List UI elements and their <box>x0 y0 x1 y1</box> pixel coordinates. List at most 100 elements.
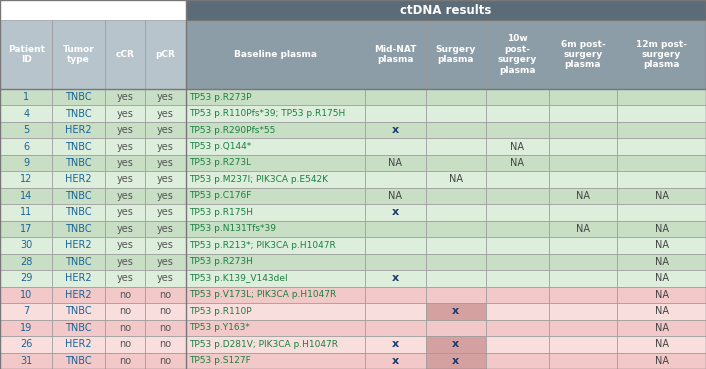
Bar <box>145 105 186 122</box>
Bar <box>0 254 52 270</box>
Text: NA: NA <box>654 191 669 201</box>
Bar <box>145 270 186 287</box>
Bar <box>365 303 426 320</box>
Text: NA: NA <box>654 273 669 283</box>
Bar <box>105 352 145 369</box>
Bar <box>0 188 52 204</box>
Bar <box>52 138 105 155</box>
Text: x: x <box>392 207 399 217</box>
Bar <box>549 105 617 122</box>
Bar <box>52 204 105 221</box>
Text: HER2: HER2 <box>66 125 92 135</box>
Text: TP53 p.R273L: TP53 p.R273L <box>190 158 252 168</box>
Text: 14: 14 <box>20 191 32 201</box>
Text: 4: 4 <box>23 108 29 118</box>
Bar <box>186 188 365 204</box>
Bar <box>145 204 186 221</box>
Text: x: x <box>453 339 460 349</box>
Bar <box>426 303 486 320</box>
Bar <box>365 20 426 89</box>
Text: 10: 10 <box>20 290 32 300</box>
Text: 28: 28 <box>20 257 32 267</box>
Text: TNBC: TNBC <box>66 257 92 267</box>
Text: x: x <box>392 125 399 135</box>
Text: yes: yes <box>116 141 133 152</box>
Bar <box>365 89 426 105</box>
Bar <box>426 320 486 336</box>
Text: 1: 1 <box>23 92 29 102</box>
Text: yes: yes <box>116 257 133 267</box>
Text: yes: yes <box>157 125 174 135</box>
Bar <box>145 20 186 89</box>
Bar <box>105 20 145 89</box>
Text: no: no <box>160 290 172 300</box>
Bar <box>186 254 365 270</box>
Text: yes: yes <box>157 158 174 168</box>
Bar <box>105 89 145 105</box>
Bar <box>105 122 145 138</box>
Bar <box>105 155 145 171</box>
Text: NA: NA <box>654 356 669 366</box>
Text: NA: NA <box>654 290 669 300</box>
Bar <box>617 303 706 320</box>
Text: TP53 p.Q144*: TP53 p.Q144* <box>190 142 252 151</box>
Bar <box>365 352 426 369</box>
Bar <box>145 320 186 336</box>
Text: no: no <box>119 306 131 316</box>
Bar <box>105 303 145 320</box>
Bar <box>0 20 52 89</box>
Bar <box>365 270 426 287</box>
Text: TNBC: TNBC <box>66 92 92 102</box>
Text: TP53 p.R273H: TP53 p.R273H <box>190 257 253 266</box>
Bar <box>105 254 145 270</box>
Bar <box>486 336 549 352</box>
Text: x: x <box>392 339 399 349</box>
Bar <box>145 254 186 270</box>
Bar <box>549 20 617 89</box>
Bar <box>186 155 365 171</box>
Bar <box>617 336 706 352</box>
Bar <box>105 287 145 303</box>
Bar <box>426 105 486 122</box>
Text: NA: NA <box>388 158 402 168</box>
Text: TP53 p.M237I; PIK3CA p.E542K: TP53 p.M237I; PIK3CA p.E542K <box>190 175 328 184</box>
Bar <box>186 237 365 254</box>
Bar <box>0 303 52 320</box>
Bar <box>486 303 549 320</box>
Bar <box>617 204 706 221</box>
Bar <box>486 204 549 221</box>
Bar <box>617 89 706 105</box>
Text: 7: 7 <box>23 306 30 316</box>
Text: TP53 p.S127F: TP53 p.S127F <box>190 356 251 365</box>
Bar <box>426 20 486 89</box>
Text: TP53 p.R175H: TP53 p.R175H <box>190 208 253 217</box>
Text: Mid-NAT
plasma: Mid-NAT plasma <box>374 45 417 64</box>
Bar <box>617 105 706 122</box>
Bar <box>365 155 426 171</box>
Bar <box>186 20 365 89</box>
Bar <box>0 221 52 237</box>
Bar <box>365 138 426 155</box>
Text: yes: yes <box>116 273 133 283</box>
Text: x: x <box>453 356 460 366</box>
Bar <box>426 221 486 237</box>
Text: 10w
post-
surgery
plasma: 10w post- surgery plasma <box>498 34 537 75</box>
Bar <box>426 237 486 254</box>
Text: TP53 p.Y163*: TP53 p.Y163* <box>190 323 251 332</box>
Bar <box>0 155 52 171</box>
Bar <box>549 188 617 204</box>
Text: HER2: HER2 <box>66 240 92 251</box>
Text: NA: NA <box>654 339 669 349</box>
Text: TP53 p.R110P: TP53 p.R110P <box>190 307 252 316</box>
Text: TNBC: TNBC <box>66 108 92 118</box>
Bar <box>186 221 365 237</box>
Bar <box>617 320 706 336</box>
Text: NA: NA <box>654 306 669 316</box>
Text: TNBC: TNBC <box>66 306 92 316</box>
Bar <box>52 352 105 369</box>
Text: TNBC: TNBC <box>66 191 92 201</box>
Text: NA: NA <box>654 257 669 267</box>
Bar <box>365 105 426 122</box>
Bar <box>145 221 186 237</box>
Text: TNBC: TNBC <box>66 356 92 366</box>
